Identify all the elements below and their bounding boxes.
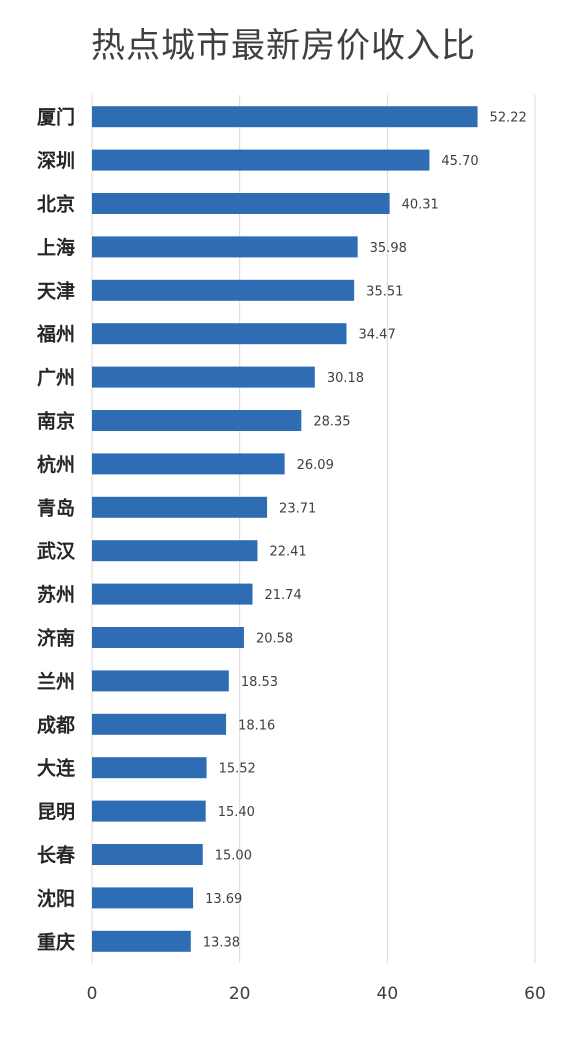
x-tick-label: 0 (87, 984, 98, 1004)
category-label: 苏州 (37, 583, 75, 606)
value-label: 15.52 (219, 762, 256, 777)
bar-0 (92, 106, 478, 128)
category-label: 杭州 (37, 453, 75, 476)
value-label: 45.70 (441, 154, 478, 169)
category-label: 福州 (36, 323, 75, 346)
value-label: 13.38 (203, 935, 240, 950)
category-label: 大连 (37, 757, 76, 780)
value-label: 18.16 (238, 718, 275, 733)
category-label: 长春 (37, 844, 75, 867)
category-label: 兰州 (37, 670, 75, 693)
bar-14 (92, 713, 227, 735)
value-label: 21.74 (265, 588, 302, 603)
bar-5 (92, 323, 347, 345)
bar-11 (92, 583, 253, 605)
value-label: 35.51 (366, 284, 403, 299)
category-label: 天津 (37, 279, 75, 302)
category-label: 青岛 (37, 496, 75, 519)
value-label: 28.35 (313, 415, 350, 430)
value-label: 40.31 (402, 198, 439, 213)
category-label: 昆明 (37, 801, 75, 823)
category-label: 南京 (37, 410, 75, 433)
bar-16 (92, 800, 206, 822)
category-label: 成都 (37, 713, 75, 736)
bar-9 (92, 496, 268, 518)
category-label: 北京 (37, 193, 75, 216)
category-label: 广州 (37, 366, 75, 389)
bar-1 (92, 149, 430, 171)
bar-15 (92, 757, 207, 779)
x-tick-label: 40 (377, 984, 399, 1004)
bar-3 (92, 236, 358, 258)
value-label: 15.40 (218, 805, 255, 820)
bar-17 (92, 844, 203, 865)
category-label: 武汉 (37, 541, 76, 563)
value-label: 52.22 (490, 111, 527, 126)
value-label: 26.09 (297, 458, 334, 473)
category-label: 重庆 (37, 930, 75, 953)
value-label: 34.47 (359, 328, 396, 343)
category-label: 沈阳 (37, 887, 75, 910)
value-label: 23.71 (279, 501, 316, 516)
value-label: 15.00 (215, 849, 252, 864)
category-label: 厦门 (37, 106, 75, 129)
value-label: 13.69 (205, 892, 242, 907)
bar-8 (92, 453, 285, 475)
bar-12 (92, 627, 244, 648)
bar-19 (92, 930, 191, 952)
category-label: 深圳 (37, 149, 75, 172)
x-tick-label: 60 (524, 984, 546, 1004)
bar-2 (92, 193, 390, 214)
bar-18 (92, 887, 194, 909)
value-label: 30.18 (327, 371, 364, 386)
chart-title: 热点城市最新房价收入比 (91, 26, 476, 66)
value-label: 20.58 (256, 632, 293, 647)
bar-7 (92, 410, 302, 431)
value-label: 35.98 (370, 241, 407, 256)
category-label: 济南 (37, 627, 75, 650)
bar-6 (92, 366, 315, 388)
bar-13 (92, 670, 229, 692)
x-tick-label: 20 (229, 984, 251, 1004)
value-label: 22.41 (269, 545, 306, 560)
bar-10 (92, 540, 258, 562)
bar-4 (92, 279, 355, 301)
value-label: 18.53 (241, 675, 278, 690)
category-label: 上海 (37, 236, 75, 259)
